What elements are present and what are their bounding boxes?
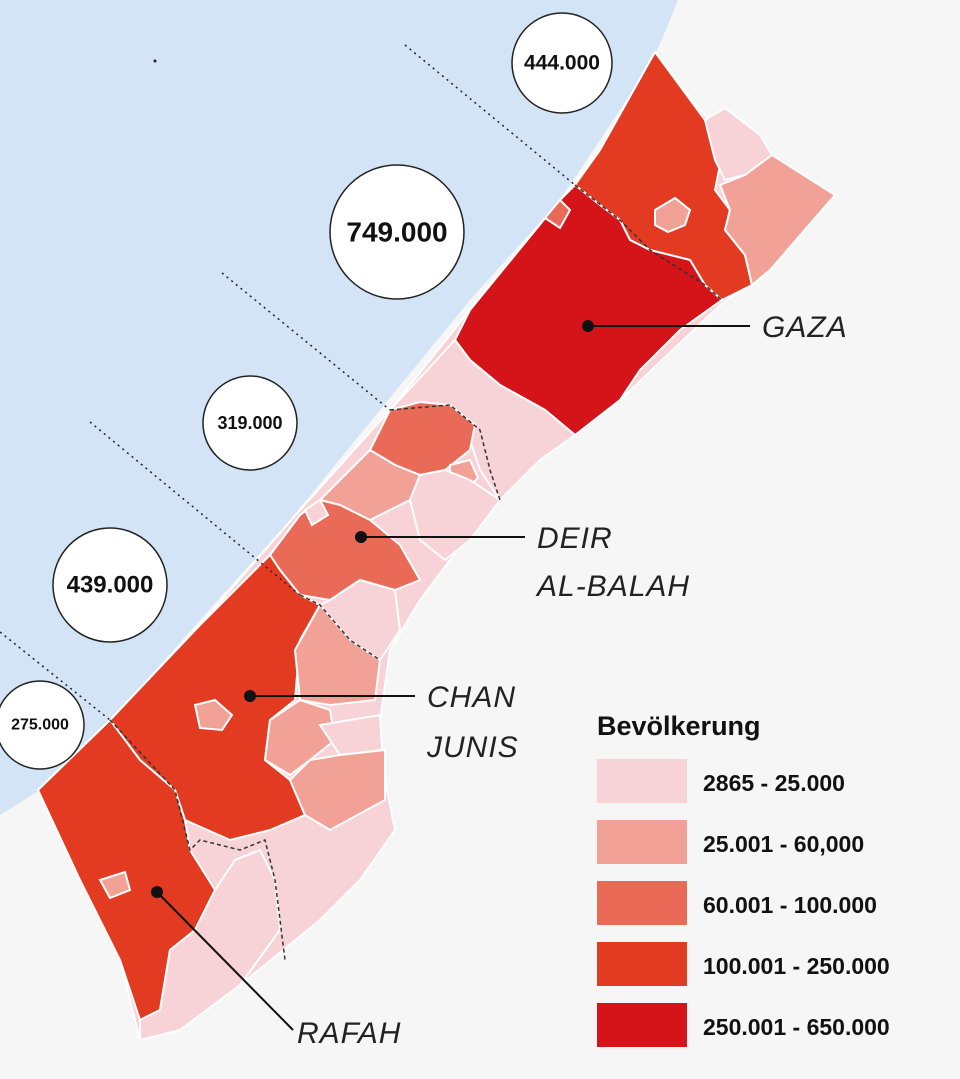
district-chan-east-medium xyxy=(293,603,382,707)
legend-swatch xyxy=(597,942,687,986)
district-gaza-east-medium xyxy=(718,153,837,287)
circle-leader-lines xyxy=(0,44,576,721)
district-gaza-coast-small xyxy=(543,198,572,230)
sea-dot xyxy=(153,59,157,63)
governorate-boundaries xyxy=(109,184,723,961)
city-marker-rafah: RAFAH xyxy=(151,886,401,1050)
circle-value: 439.000 xyxy=(67,572,154,599)
district-deir-coast-small xyxy=(303,498,330,527)
population-circle: 275.000 xyxy=(0,680,85,770)
district-rafah-small-pink xyxy=(98,870,132,900)
city-label: RAFAH xyxy=(297,1017,401,1050)
circle-value: 444.000 xyxy=(524,52,600,75)
city-label: GAZA xyxy=(762,311,848,344)
population-circle: 749.000 xyxy=(329,164,465,300)
legend-swatch xyxy=(597,881,687,925)
legend-swatch xyxy=(597,1003,687,1047)
district-chan-enclave xyxy=(193,698,234,732)
population-circle: 439.000 xyxy=(52,527,168,643)
city-marker-deir-al-balah: DEIR AL-BALAH xyxy=(355,522,690,603)
legend-swatch xyxy=(597,820,687,864)
city-marker-chan-junis: CHAN JUNIS xyxy=(244,681,519,764)
population-circle: 319.000 xyxy=(202,375,298,471)
legend-label: 250.001 - 650.000 xyxy=(703,1014,890,1040)
legend-title: Bevölkerung xyxy=(597,711,761,741)
legend: Bevölkerung 2865 - 25.000 25.001 - 60,00… xyxy=(597,711,890,1047)
circle-value: 319.000 xyxy=(217,413,282,433)
population-circle: 444.000 xyxy=(511,12,613,114)
legend-label: 25.001 - 60,000 xyxy=(703,831,864,857)
mediterranean-sea xyxy=(0,0,678,815)
legend-label: 2865 - 25.000 xyxy=(703,770,845,796)
legend-swatch xyxy=(597,759,687,803)
city-label: CHAN xyxy=(427,681,516,714)
city-label: AL-BALAH xyxy=(535,570,690,603)
circle-value: 275.000 xyxy=(11,717,69,734)
city-label: JUNIS xyxy=(426,731,519,764)
district-gaza-enclave xyxy=(654,196,692,234)
city-label: DEIR xyxy=(537,522,613,555)
city-marker-gaza: GAZA xyxy=(582,311,848,344)
district-chan-central-medium xyxy=(263,698,337,777)
legend-label: 60.001 - 100.000 xyxy=(703,892,877,918)
circle-value: 749.000 xyxy=(346,217,447,248)
legend-label: 100.001 - 250.000 xyxy=(703,953,890,979)
district-chan-south-medium xyxy=(288,748,386,832)
